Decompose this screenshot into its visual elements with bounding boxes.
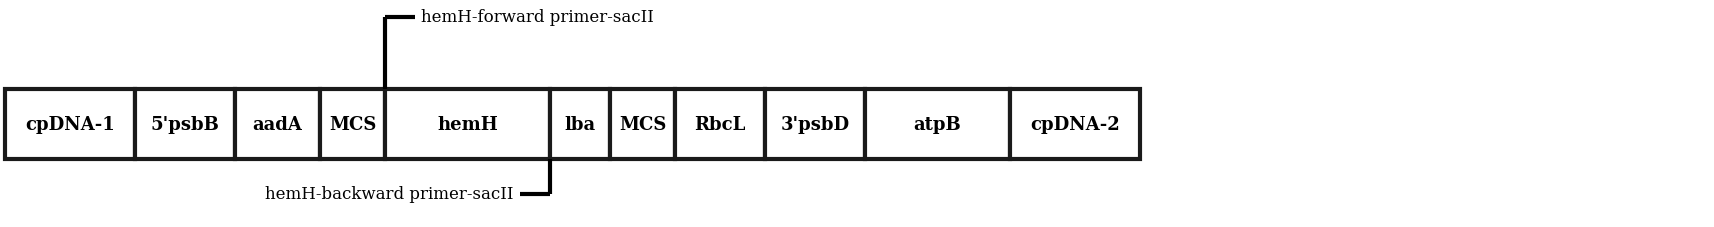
- Text: atpB: atpB: [914, 116, 962, 133]
- Bar: [1010, 90, 1140, 159]
- Bar: [321, 90, 386, 159]
- Bar: [550, 90, 610, 159]
- Text: cpDNA-1: cpDNA-1: [26, 116, 115, 133]
- Text: aadA: aadA: [252, 116, 302, 133]
- Text: MCS: MCS: [619, 116, 667, 133]
- Text: 5'psbB: 5'psbB: [151, 116, 219, 133]
- Text: RbcL: RbcL: [694, 116, 746, 133]
- Text: hemH: hemH: [437, 116, 497, 133]
- Text: 3'psbD: 3'psbD: [780, 116, 850, 133]
- Bar: [675, 90, 764, 159]
- Bar: [386, 90, 550, 159]
- Bar: [135, 90, 235, 159]
- Text: hemH-forward primer-sacII: hemH-forward primer-sacII: [422, 10, 653, 26]
- Text: cpDNA-2: cpDNA-2: [1030, 116, 1119, 133]
- Text: lba: lba: [564, 116, 595, 133]
- Bar: [764, 90, 866, 159]
- Text: MCS: MCS: [329, 116, 375, 133]
- Bar: [5, 90, 135, 159]
- Text: hemH-backward primer-sacII: hemH-backward primer-sacII: [266, 186, 514, 203]
- Bar: [235, 90, 321, 159]
- Bar: [610, 90, 675, 159]
- Bar: [866, 90, 1010, 159]
